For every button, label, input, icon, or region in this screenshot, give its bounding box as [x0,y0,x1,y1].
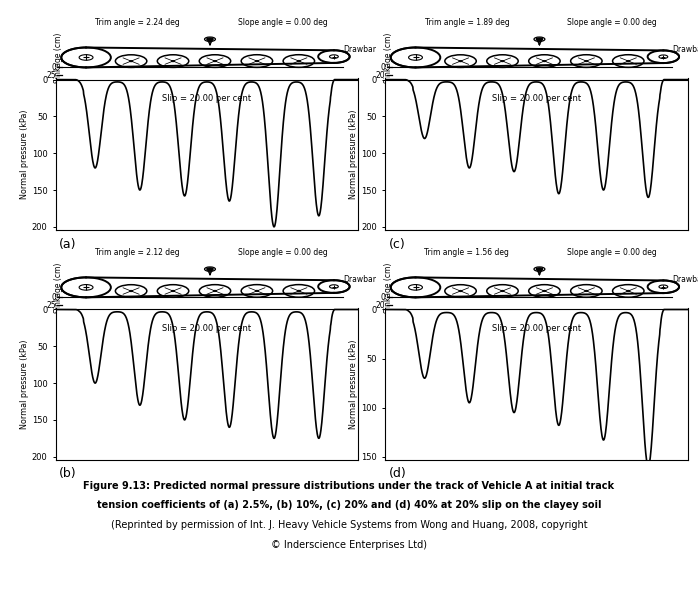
Circle shape [129,290,133,292]
Circle shape [213,290,217,292]
Circle shape [297,60,301,61]
Text: Drawbar: Drawbar [343,275,376,284]
Circle shape [536,38,542,41]
Circle shape [626,60,630,62]
Text: (d): (d) [389,467,406,481]
Circle shape [213,60,217,62]
Text: Slope angle = 0.00 deg: Slope angle = 0.00 deg [567,18,657,27]
Text: 0: 0 [51,293,56,302]
Circle shape [297,290,301,292]
Text: Sinkage (cm): Sinkage (cm) [384,262,393,313]
Circle shape [255,60,259,62]
Text: 0: 0 [51,63,56,72]
Text: Sinkage (cm): Sinkage (cm) [54,262,64,313]
Y-axis label: Normal pressure (kPa): Normal pressure (kPa) [350,109,359,199]
Text: 25: 25 [47,71,56,80]
Circle shape [171,290,175,292]
Text: © Inderscience Enterprises Ltd): © Inderscience Enterprises Ltd) [271,540,427,550]
Text: 20: 20 [376,71,385,80]
Circle shape [542,60,547,62]
Circle shape [207,38,213,41]
Text: Slope angle = 0.00 deg: Slope angle = 0.00 deg [237,18,327,27]
Circle shape [171,60,175,62]
Text: (b): (b) [59,467,77,481]
Text: Drawbar: Drawbar [343,45,376,54]
Circle shape [129,60,133,62]
Circle shape [584,290,588,292]
Text: (c): (c) [389,238,406,251]
Text: 0: 0 [380,63,385,72]
Circle shape [500,290,505,292]
Text: tension coefficients of (a) 2.5%, (b) 10%, (c) 20% and (d) 40% at 20% slip on th: tension coefficients of (a) 2.5%, (b) 10… [97,500,601,510]
Text: 20: 20 [376,301,385,310]
Text: 0: 0 [380,293,385,302]
Text: 25: 25 [47,301,56,310]
Text: Slip = 20.00 per cent: Slip = 20.00 per cent [163,94,251,103]
Text: Figure 9.13: Predicted normal pressure distributions under the track of Vehicle : Figure 9.13: Predicted normal pressure d… [84,481,614,491]
Text: (a): (a) [59,238,77,251]
Circle shape [536,268,542,270]
Circle shape [459,290,463,292]
Y-axis label: Normal pressure (kPa): Normal pressure (kPa) [20,339,29,429]
Text: Slip = 20.00 per cent: Slip = 20.00 per cent [492,324,581,333]
Circle shape [584,60,588,62]
Text: Trim angle = 1.56 deg: Trim angle = 1.56 deg [424,248,510,257]
Circle shape [207,268,213,270]
Text: Slope angle = 0.00 deg: Slope angle = 0.00 deg [237,248,327,257]
Text: Slip = 20.00 per cent: Slip = 20.00 per cent [163,324,251,333]
Circle shape [542,290,547,292]
Text: Sinkage (cm): Sinkage (cm) [54,32,64,82]
Circle shape [500,60,505,62]
Y-axis label: Normal pressure (kPa): Normal pressure (kPa) [350,339,359,429]
Text: Trim angle = 2.24 deg: Trim angle = 2.24 deg [95,18,180,27]
Text: Trim angle = 1.89 deg: Trim angle = 1.89 deg [424,18,510,27]
Text: Slope angle = 0.00 deg: Slope angle = 0.00 deg [567,248,657,257]
Text: Sinkage (cm): Sinkage (cm) [384,32,393,82]
Text: Trim angle = 2.12 deg: Trim angle = 2.12 deg [95,248,180,257]
Text: Drawbar: Drawbar [673,45,698,54]
Circle shape [459,60,463,62]
Text: (Reprinted by permission of Int. J. Heavy Vehicle Systems from Wong and Huang, 2: (Reprinted by permission of Int. J. Heav… [111,520,587,530]
Text: Slip = 20.00 per cent: Slip = 20.00 per cent [492,94,581,103]
Text: Drawbar: Drawbar [673,275,698,284]
Circle shape [626,290,630,292]
Circle shape [255,290,259,292]
Y-axis label: Normal pressure (kPa): Normal pressure (kPa) [20,109,29,199]
